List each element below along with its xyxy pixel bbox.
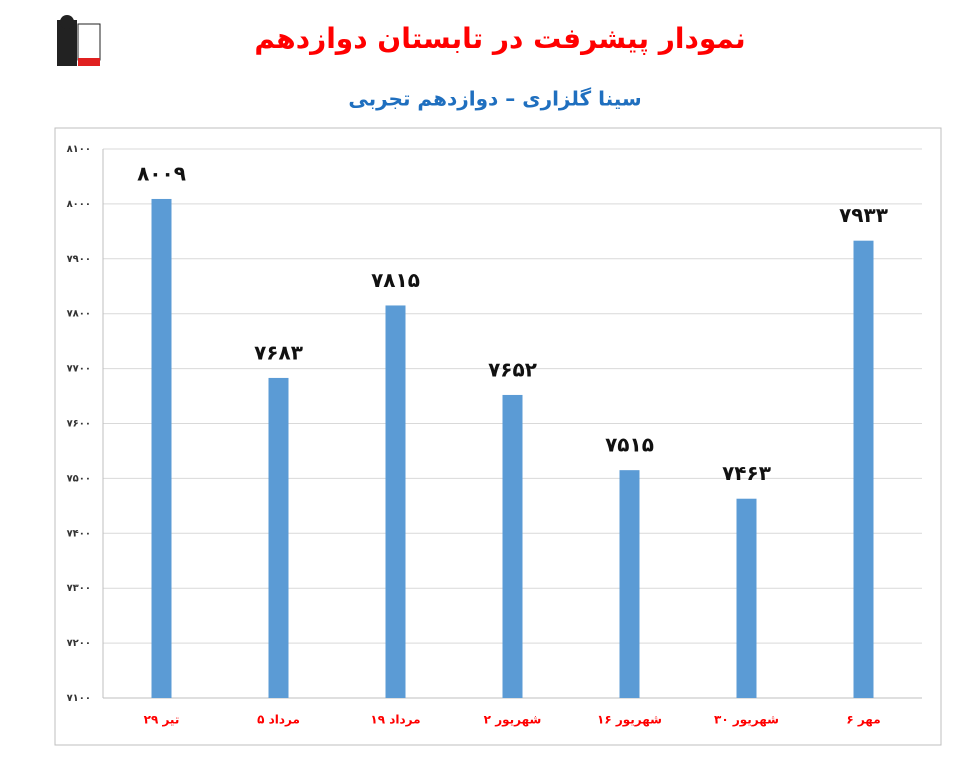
data-label: ۷۶۸۳ [254,340,303,364]
y-tick-label: ۷۹۰۰ [67,254,91,265]
chart-subtitle: سینا گلزاری – دوازدهم تجربی [348,87,641,111]
bar [619,470,640,698]
x-tick-label: ۲۹ تیر [144,713,180,727]
y-tick-label: ۷۸۰۰ [67,309,91,320]
chart-border [54,127,942,746]
x-tick-label: ۱۹ مرداد [370,713,420,727]
data-label: ۸۰۰۹ [137,161,186,185]
y-tick-label: ۸۰۰۰ [67,199,91,210]
bar [736,498,757,698]
bar [385,305,406,698]
y-tick-label: ۸۱۰۰ [67,144,91,155]
bar [853,240,874,699]
data-label: ۷۴۶۳ [722,461,771,485]
data-label: ۷۶۵۲ [488,357,537,381]
bar [268,377,289,698]
y-tick-label: ۷۳۰۰ [67,583,91,594]
x-tick-label: ۵ مرداد [257,713,300,727]
x-tick-label: ۶ مهر [846,713,880,727]
y-tick-label: ۷۶۰۰ [67,419,91,430]
x-tick-label: ۱۶ شهریور [597,713,662,728]
y-tick-label: ۷۵۰۰ [67,473,91,484]
data-label: ۷۹۳۳ [839,203,888,227]
data-label: ۷۵۱۵ [605,433,654,457]
bar [502,394,523,698]
data-label: ۷۸۱۵ [371,268,420,292]
chart-title: نمودار پیشرفت در تابستان دوازدهم [254,22,745,55]
bar [151,198,172,699]
logo [57,15,101,66]
y-tick-label: ۷۴۰۰ [67,528,91,539]
y-tick-label: ۷۲۰۰ [67,638,91,649]
x-tick-label: ۲ شهریور [484,713,542,728]
x-tick-label: ۳۰ شهریور [714,713,779,728]
y-tick-label: ۷۷۰۰ [67,364,91,375]
y-tick-label: ۷۱۰۰ [67,693,91,704]
